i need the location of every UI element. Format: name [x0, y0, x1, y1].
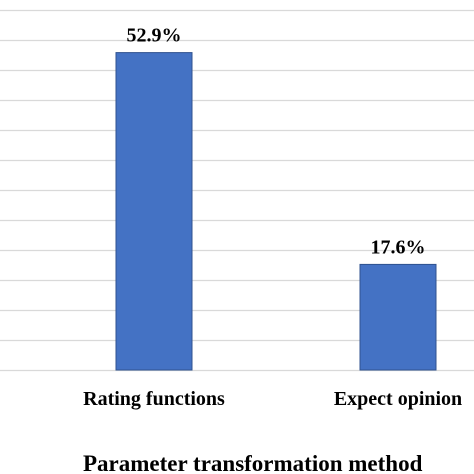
bar [359, 263, 437, 371]
category-labels: Rating functions Expect opinion [83, 388, 462, 410]
grid-lines [0, 9, 474, 372]
x-axis-title: Parameter transformation method [83, 451, 423, 474]
data-label: 17.6% [371, 236, 426, 258]
category-label: Expect opinion [334, 388, 462, 410]
bar [115, 52, 193, 371]
data-labels: 52.9% 17.6% [127, 25, 426, 259]
bars [115, 52, 437, 371]
category-label: Rating functions [83, 388, 225, 410]
data-label: 52.9% [127, 25, 182, 47]
